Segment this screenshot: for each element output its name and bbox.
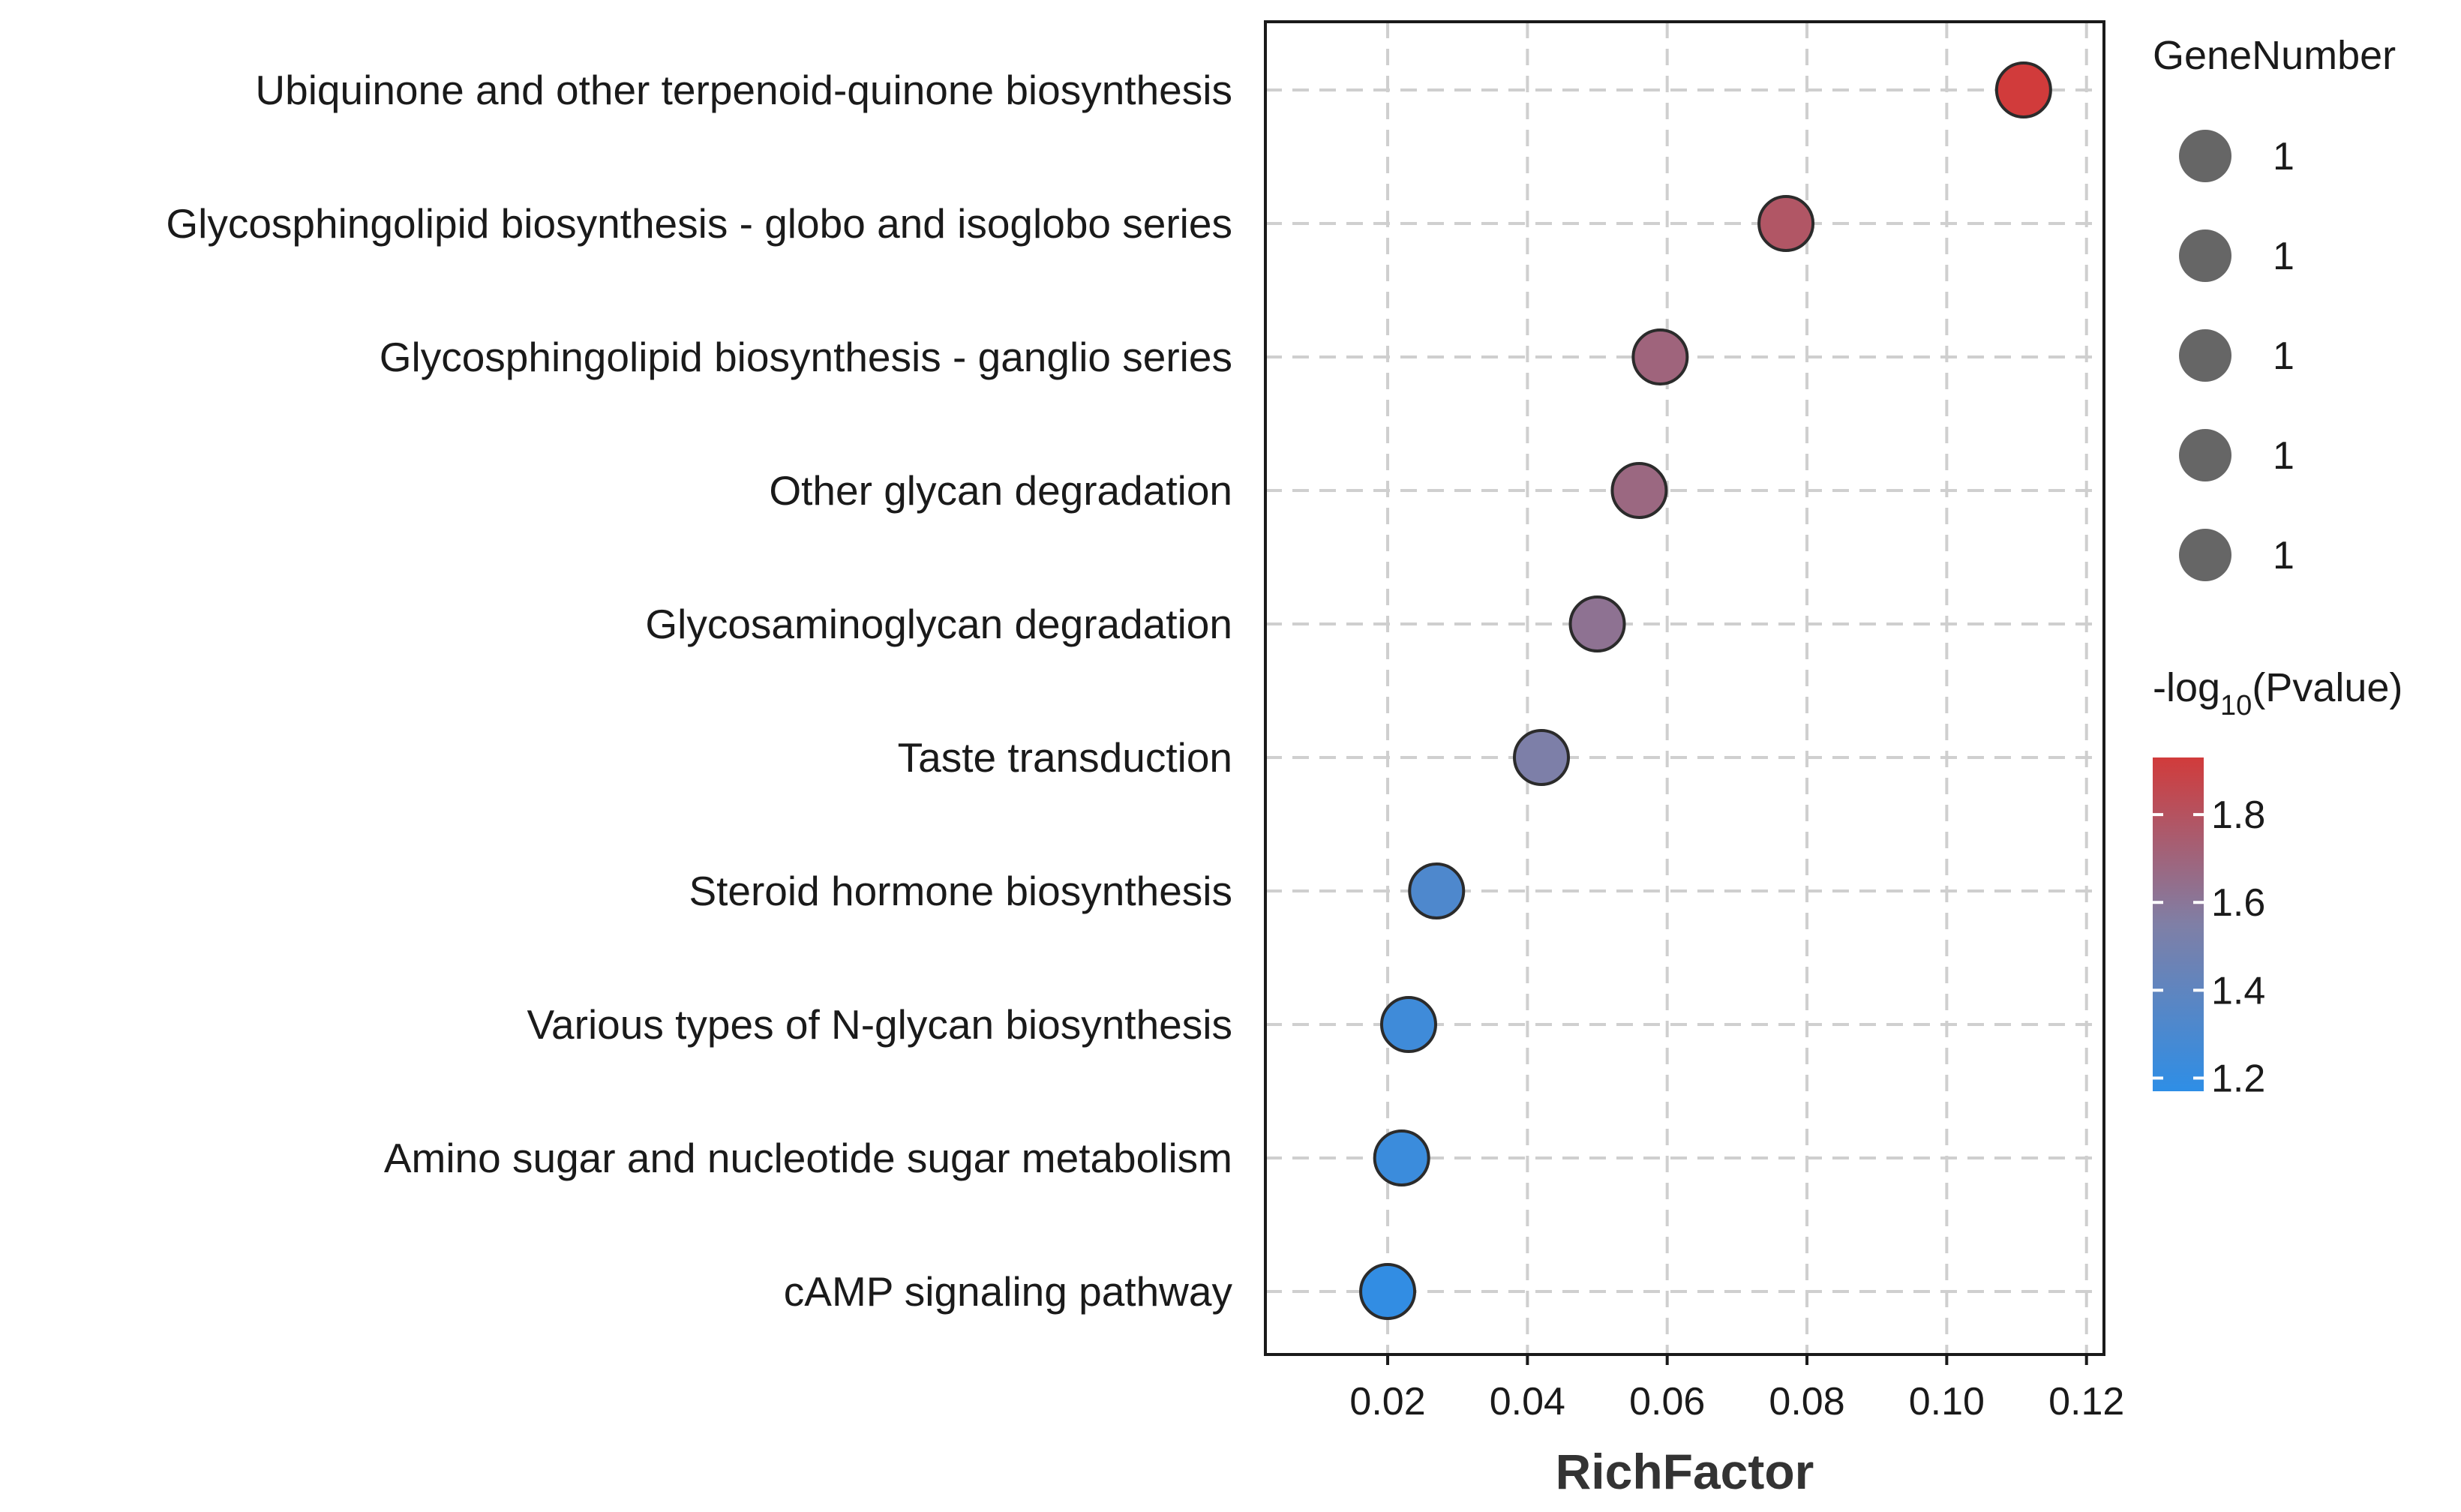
color-legend-label-2: 1.6 [2211,881,2265,925]
x-axis-ticks: 0.02 0.04 0.06 0.08 0.10 0.12 [1349,1354,2124,1424]
data-point-2 [1631,328,1689,386]
data-point-5 [1513,729,1571,786]
x-tick-label-0: 0.02 [1349,1380,1425,1424]
category-label-7: Various types of N-glycan biosynthesis [527,1001,1232,1048]
size-legend-dot-4 [2179,529,2231,581]
category-labels: Ubiquinone and other terpenoid-quinone b… [166,67,1232,1315]
color-legend-label-0: 1.2 [2211,1057,2265,1100]
data-point-6 [1408,862,1466,920]
category-label-1: Glycosphingolipid biosynthesis - globo a… [166,200,1232,247]
data-points [1359,62,2052,1320]
x-tick-label-3: 0.08 [1769,1380,1844,1424]
size-legend-label-3: 1 [2273,434,2294,478]
size-legend-dot-3 [2179,429,2231,482]
x-tick-label-1: 0.04 [1490,1380,1565,1424]
size-legend-label-1: 1 [2273,235,2294,278]
plot-panel-border [1264,20,2105,1356]
size-legend-label-4: 1 [2273,534,2294,578]
size-legend: GeneNumber 1 1 1 1 1 [2153,33,2396,581]
color-legend-gradient-bar [2153,758,2204,1091]
data-point-8 [1373,1130,1430,1186]
color-legend-label-1: 1.4 [2211,969,2265,1012]
category-label-8: Amino sugar and nucleotide sugar metabol… [384,1135,1232,1181]
category-label-6: Steroid hormone biosynthesis [689,868,1232,914]
size-legend-dot-0 [2179,130,2231,182]
category-label-3: Other glycan degradation [769,467,1232,514]
size-legend-dot-1 [2179,230,2231,282]
data-point-3 [1610,462,1668,519]
color-legend-label-3: 1.8 [2211,794,2265,837]
x-tick-label-5: 0.12 [2048,1380,2124,1424]
size-legend-label-0: 1 [2273,135,2294,178]
data-point-0 [1994,62,2052,118]
category-label-5: Taste transduction [898,734,1232,781]
category-label-4: Glycosaminoglycan degradation [645,601,1232,647]
x-tick-label-2: 0.06 [1629,1380,1705,1424]
data-point-4 [1568,596,1626,652]
size-legend-label-2: 1 [2273,334,2294,378]
data-point-7 [1379,996,1437,1053]
data-point-1 [1757,195,1815,252]
data-point-9 [1359,1263,1417,1320]
color-legend: -log10(Pvalue) 1.2 1.4 1.6 1.8 [2153,665,2402,1100]
category-label-0: Ubiquinone and other terpenoid-quinone b… [255,67,1232,113]
color-legend-title: -log10(Pvalue) [2153,665,2402,722]
size-legend-dot-2 [2179,329,2231,382]
category-label-9: cAMP signaling pathway [784,1268,1233,1315]
x-axis-title: RichFactor [1556,1444,1814,1499]
size-legend-title: GeneNumber [2153,33,2396,78]
category-label-2: Glycosphingolipid biosynthesis - ganglio… [380,334,1232,380]
x-tick-label-4: 0.10 [1909,1380,1985,1424]
